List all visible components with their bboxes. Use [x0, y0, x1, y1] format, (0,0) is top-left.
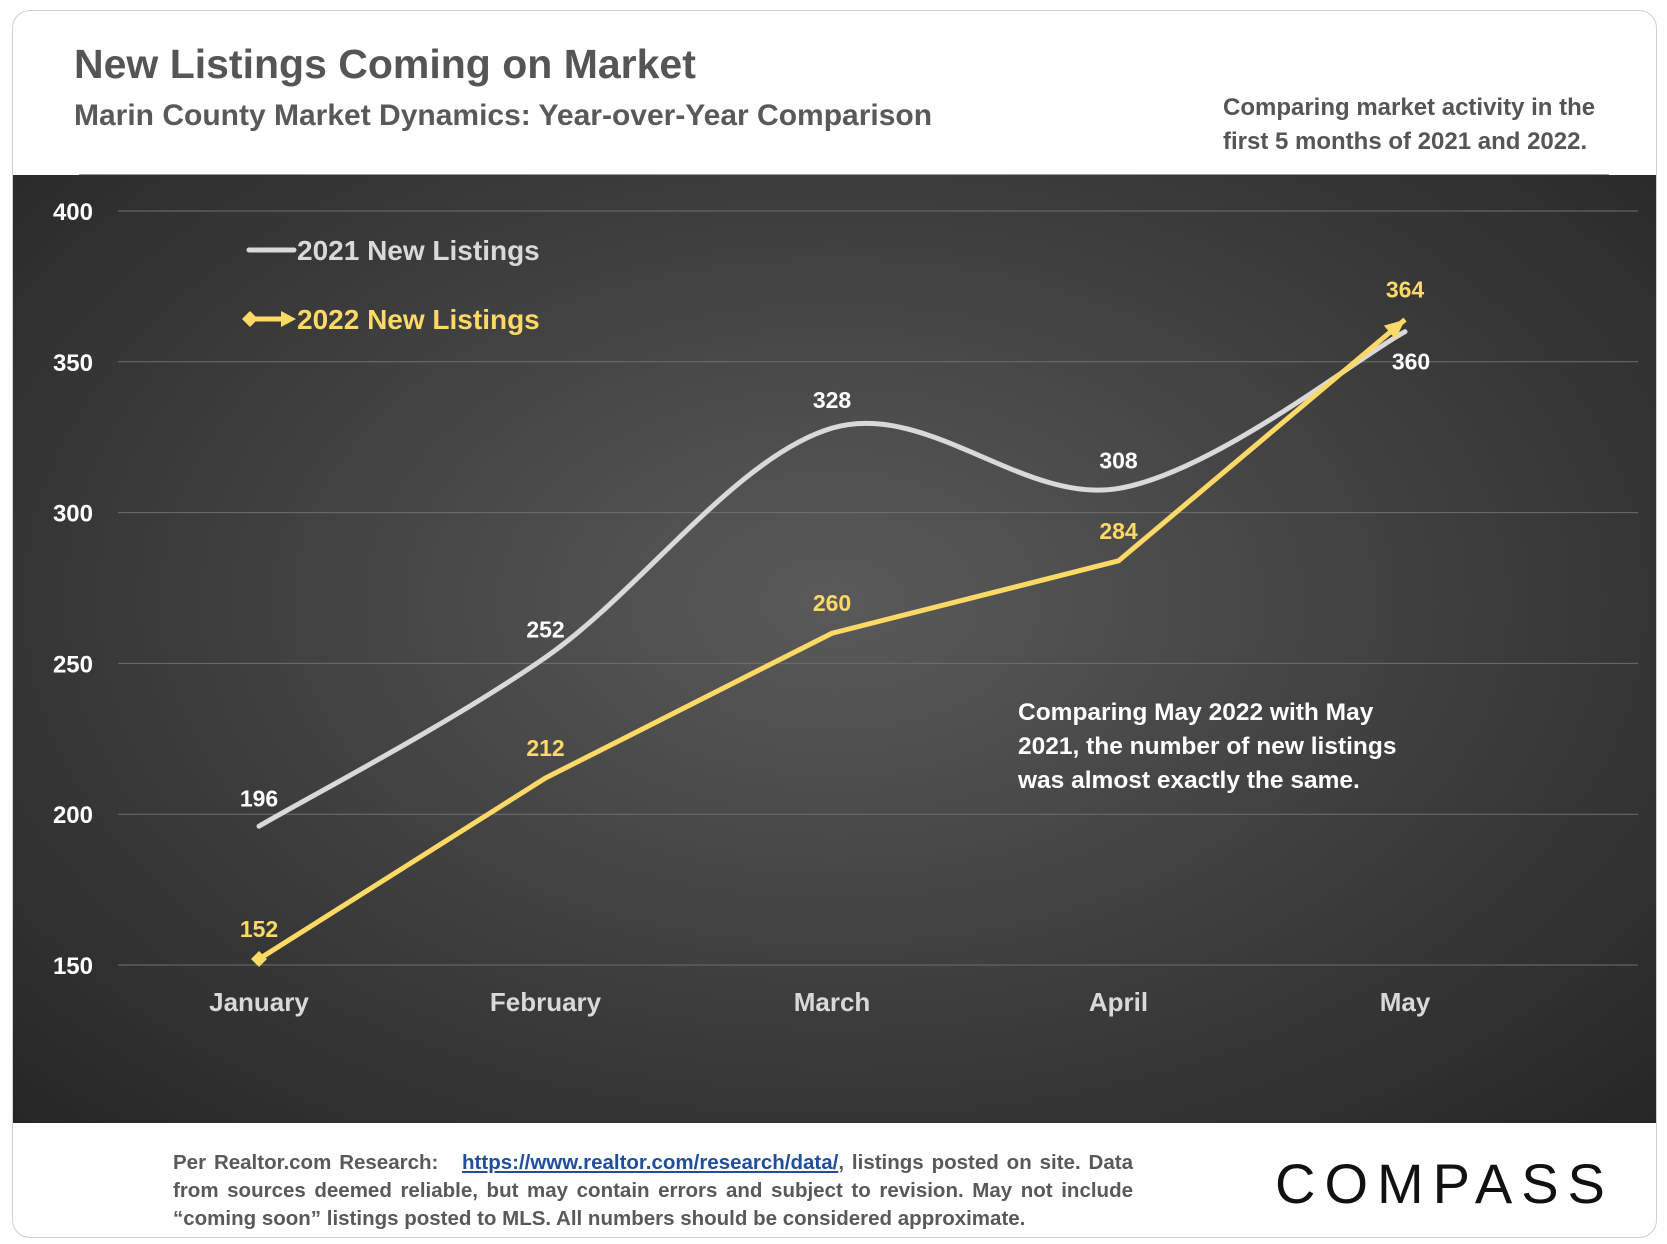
- legend-2022-label: 2022 New Listings: [297, 304, 540, 335]
- y-tick-label: 200: [53, 802, 93, 829]
- annotation-line: 2021, the number of new listings: [1018, 733, 1396, 760]
- data-label-2021: 252: [526, 616, 564, 642]
- y-tick-label: 350: [53, 350, 93, 377]
- slide-card: New Listings Coming on Market Marin Coun…: [12, 10, 1657, 1238]
- legend-2021-label: 2021 New Listings: [297, 235, 540, 266]
- x-tick-label: March: [794, 987, 871, 1017]
- x-tick-label: May: [1380, 987, 1431, 1017]
- x-tick-label: January: [209, 987, 309, 1017]
- source-suffix: , listings posted on site. Data from sou…: [173, 1151, 1133, 1230]
- series-2022-end-arrow: [1383, 319, 1405, 340]
- page-title: New Listings Coming on Market: [74, 41, 696, 87]
- y-tick-label: 400: [53, 199, 93, 226]
- legend-2022-arrow: [281, 311, 296, 327]
- x-tick-label: February: [490, 987, 602, 1017]
- data-label-2021: 308: [1099, 447, 1138, 473]
- compass-logo: COMPASS: [1275, 1152, 1614, 1215]
- line-chart: 150 200 250 300 350 400 January February March Ap…: [53, 199, 1638, 1017]
- page-subtitle: Marin County Market Dynamics: Year-over-…: [74, 99, 933, 132]
- x-tick-label: April: [1089, 987, 1148, 1017]
- header-note: Comparing market activity in the first 5…: [1223, 94, 1596, 155]
- data-label-2022: 284: [1099, 518, 1138, 544]
- y-tick-label: 150: [53, 953, 93, 980]
- y-tick-label: 250: [53, 651, 93, 678]
- data-label-2021: 328: [813, 387, 852, 413]
- data-label-2022: 212: [526, 735, 564, 761]
- series-2022-line: [257, 317, 1407, 962]
- data-label-2022: 260: [813, 590, 851, 616]
- source-link[interactable]: https://www.realtor.com/research/data/: [462, 1151, 839, 1174]
- chart-annotation: Comparing May 2022 with May 2021, the num…: [1017, 699, 1396, 794]
- data-label-2022: 364: [1386, 277, 1425, 303]
- data-label-2021: 196: [240, 785, 278, 811]
- annotation-line: was almost exactly the same.: [1017, 767, 1360, 794]
- series-2022-start-marker: [251, 950, 267, 967]
- source-prefix: Per Realtor.com Research:: [173, 1151, 439, 1174]
- data-label-2021: 360: [1392, 349, 1430, 375]
- y-tick-label: 300: [53, 501, 93, 528]
- data-label-2022: 152: [240, 916, 278, 942]
- annotation-line: Comparing May 2022 with May: [1018, 699, 1374, 726]
- series-2021-line: [256, 329, 1408, 829]
- legend-2022-diamond: [242, 311, 258, 327]
- chart-area: 150 200 250 300 350 400 January February March Ap…: [13, 175, 1656, 1123]
- source-note: Per Realtor.com Research: https://www.re…: [173, 1149, 1133, 1233]
